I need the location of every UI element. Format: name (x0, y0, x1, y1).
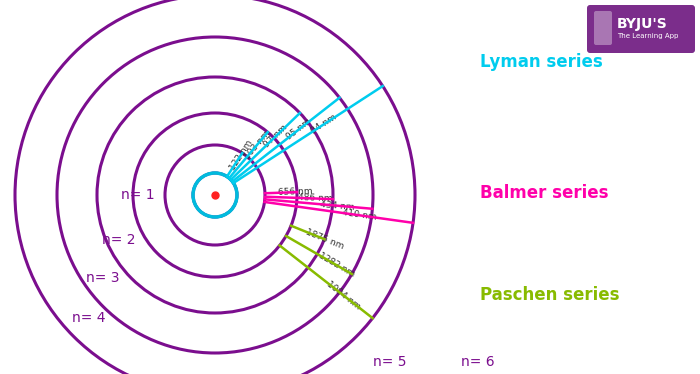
Text: The Learning App: The Learning App (617, 33, 678, 39)
Text: BYJU'S: BYJU'S (617, 17, 668, 31)
Text: 434 nm: 434 nm (319, 200, 354, 212)
FancyBboxPatch shape (587, 5, 695, 53)
Text: 656 nm: 656 nm (278, 187, 313, 197)
Text: n= 4: n= 4 (71, 311, 105, 325)
Text: Balmer series: Balmer series (480, 184, 608, 202)
Text: 94 nm: 94 nm (309, 113, 339, 136)
Text: n= 2: n= 2 (102, 233, 135, 247)
Text: 1282 nm: 1282 nm (316, 251, 356, 279)
Text: 410 nm: 410 nm (342, 208, 377, 222)
Text: 95 nm: 95 nm (285, 117, 314, 141)
Text: 1875 nm: 1875 nm (304, 227, 345, 251)
Text: 103 nm: 103 nm (242, 129, 272, 161)
FancyBboxPatch shape (594, 11, 612, 45)
Text: n= 3: n= 3 (87, 271, 120, 285)
Text: 97 nm: 97 nm (262, 123, 290, 149)
Text: Lyman series: Lyman series (480, 53, 603, 71)
Text: 1094 nm: 1094 nm (325, 279, 362, 311)
Text: n= 6: n= 6 (461, 355, 495, 369)
Text: Paschen series: Paschen series (480, 286, 620, 304)
Text: 122 nm: 122 nm (228, 138, 254, 172)
Text: n= 1: n= 1 (121, 188, 155, 202)
Text: n= 5: n= 5 (373, 355, 407, 369)
Text: 486 nm: 486 nm (298, 193, 332, 203)
